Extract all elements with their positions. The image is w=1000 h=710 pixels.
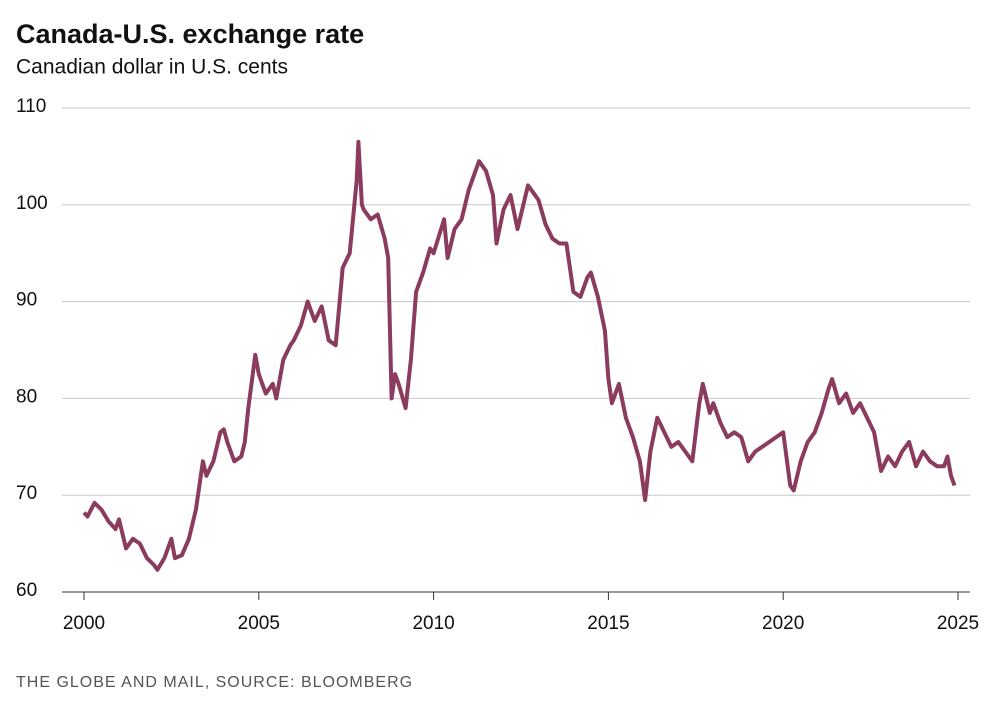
x-tick-label: 2020 <box>762 613 804 634</box>
chart-title: Canada-U.S. exchange rate <box>16 19 364 49</box>
data-line <box>82 139 957 572</box>
chart-subtitle: Canadian dollar in U.S. cents <box>16 56 288 79</box>
y-tick-label: 70 <box>16 483 37 504</box>
x-tick-label: 2025 <box>937 613 979 634</box>
x-tick-label: 2005 <box>238 613 280 634</box>
x-tick-label: 2000 <box>63 613 105 634</box>
y-tick-label: 60 <box>16 580 37 601</box>
y-tick-label: 110 <box>16 96 46 117</box>
y-tick-label: 100 <box>16 193 48 214</box>
source: THE GLOBE AND MAIL, SOURCE: BLOOMBERG <box>16 674 413 691</box>
y-tick-label: 80 <box>16 386 37 407</box>
x-tick-label: 2015 <box>587 613 629 634</box>
y-tick-label: 90 <box>16 290 37 311</box>
x-tick-label: 2010 <box>412 613 454 634</box>
